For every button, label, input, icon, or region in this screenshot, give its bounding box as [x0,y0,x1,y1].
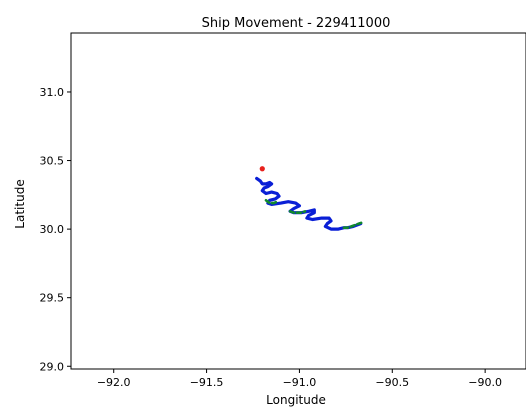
x-tick-label: −92.0 [97,376,131,389]
axis-ticks: −92.0 −91.5 −91.0 −90.5 −90.0 29.0 29.5 30.0 30.… [40,86,503,389]
start-point [259,166,265,172]
x-tick-label: −90.5 [375,376,409,389]
series-layer [255,166,364,231]
y-tick-label: 30.5 [40,155,65,168]
x-tick-label: −91.0 [283,376,317,389]
track-line [288,210,307,214]
track-line [264,199,279,205]
y-tick-label: 29.5 [40,292,65,305]
track-line [342,221,364,229]
y-axis-label: Latitude [13,179,27,228]
x-tick-label: −91.5 [190,376,224,389]
x-axis-label: Longitude [266,393,326,407]
y-tick-label: 31.0 [40,86,65,99]
plot-area [70,32,526,370]
track-line [255,176,363,231]
y-tick-label: 30.0 [40,223,65,236]
x-tick-label: −90.0 [468,376,502,389]
chart-title: Ship Movement - 229411000 [202,16,391,31]
y-tick-label: 29.0 [40,360,65,373]
